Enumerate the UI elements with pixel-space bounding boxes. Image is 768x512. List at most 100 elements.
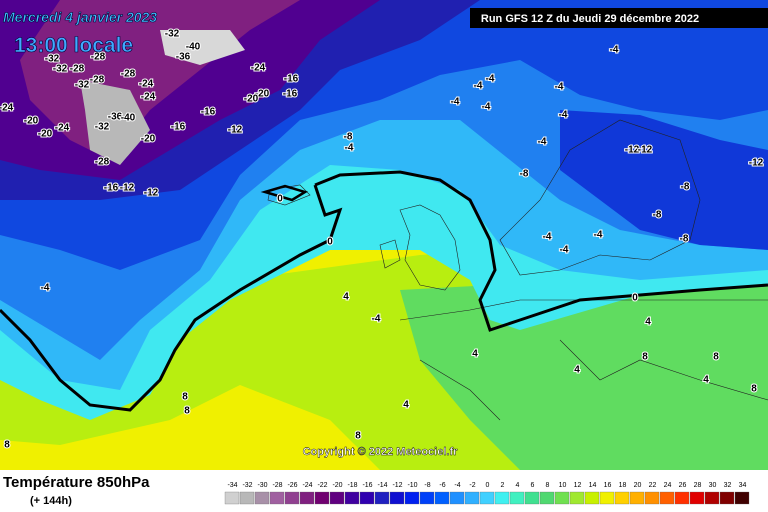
contour-label: -4 — [538, 137, 547, 148]
contour-label: -32 — [53, 64, 68, 75]
scale-swatch — [524, 491, 540, 505]
scale-tick-label: 24 — [664, 482, 672, 489]
scale-swatch — [359, 491, 375, 505]
contour-label: -40 — [186, 42, 201, 53]
contour-label: -8 — [653, 210, 662, 221]
scale-swatch — [224, 491, 240, 505]
contour-label: -40 — [121, 113, 136, 124]
contour-label: 0 — [632, 293, 638, 304]
coastlines — [267, 119, 768, 421]
color-scale: -34 -32 -30 -28 -26 -24 -22 -20 -18 -16 -14 -12 -10-… — [224, 482, 750, 505]
field-greenland-cold — [80, 80, 150, 165]
contour-label: 4 — [645, 317, 651, 328]
contour-label: -4 — [560, 245, 569, 256]
scale-tick-label: -24 — [302, 482, 312, 489]
contour-label: -24 — [139, 79, 154, 90]
scale-tick-label: 12 — [574, 482, 582, 489]
scale-swatch — [314, 491, 330, 505]
scale-tick-label: -34 — [227, 482, 237, 489]
scale-tick-label: -6 — [439, 482, 445, 489]
scale-swatch — [449, 491, 465, 505]
scale-swatch — [479, 491, 495, 505]
copyright: Copyright © 2022 Meteociel.fr — [303, 446, 459, 458]
contour-label: 8 — [355, 431, 361, 442]
contour-label: -4 — [345, 143, 354, 154]
contour-label: -12 — [625, 145, 640, 156]
contour-label: -20 — [255, 89, 270, 100]
scale-tick-label: 16 — [604, 482, 612, 489]
scale-swatch — [704, 491, 720, 505]
scale-swatch — [719, 491, 735, 505]
contour-label: -4 — [543, 232, 552, 243]
contour-label: -28 — [70, 64, 85, 75]
contour-label: -36 — [108, 112, 123, 123]
scale-tick-label: -32 — [242, 482, 252, 489]
coast-ireland — [379, 239, 401, 269]
coast-iceland — [267, 184, 311, 206]
contour-label: -12 — [638, 145, 653, 156]
scale-swatch — [599, 491, 615, 505]
scale-tick-label: -26 — [287, 482, 297, 489]
contour-label: -4 — [486, 74, 495, 85]
footer-lead: (+ 144h) — [30, 495, 72, 507]
contour-label: -16 — [201, 107, 216, 118]
scale-tick-label: -10 — [407, 482, 417, 489]
scale-swatch — [689, 491, 705, 505]
scale-tick-label: 34 — [739, 482, 747, 489]
contour-label: -4 — [594, 230, 603, 241]
scale-tick-label: -22 — [317, 482, 327, 489]
zero-isotherm-island — [260, 184, 309, 202]
zero-isotherm — [0, 170, 768, 412]
contour-label: -24 — [141, 92, 156, 103]
contour-labels: -32-40-36-32-32 -28-28-32 -28-28-24-24-24-… — [0, 28, 765, 452]
scale-swatch — [659, 491, 675, 505]
contour-label: -24 — [0, 103, 14, 114]
contour-label: -20 — [38, 129, 53, 140]
contour-label: 4 — [472, 349, 478, 360]
scale-swatch — [629, 491, 645, 505]
scale-swatch — [389, 491, 405, 505]
contour-label: 0 — [277, 194, 283, 205]
contour-label: 4 — [703, 375, 709, 386]
scale-swatch — [674, 491, 690, 505]
scale-tick-label: -14 — [377, 482, 387, 489]
scale-tick-label: 14 — [589, 482, 597, 489]
contour-label: -4 — [41, 283, 50, 294]
scale-swatch — [284, 491, 300, 505]
scale-swatch — [554, 491, 570, 505]
contour-label: 8 — [751, 384, 757, 395]
scale-swatch — [734, 491, 750, 505]
temperature-field — [0, 0, 768, 470]
contour-label: -32 — [95, 122, 110, 133]
scale-tick-label: 18 — [619, 482, 627, 489]
contour-label: -20 — [244, 94, 259, 105]
scale-swatch — [464, 491, 480, 505]
contour-label: -20 — [24, 116, 39, 127]
scale-swatch — [269, 491, 285, 505]
contour-label: -28 — [91, 52, 106, 63]
scale-swatch — [374, 491, 390, 505]
scale-swatch — [254, 491, 270, 505]
scale-swatch — [494, 491, 510, 505]
scale-swatch — [404, 491, 420, 505]
scale-tick-label: -18 — [347, 482, 357, 489]
contour-label: 4 — [343, 292, 349, 303]
contour-label: -24 — [55, 123, 70, 134]
scale-tick-label: 4 — [516, 482, 520, 489]
contour-label: -4 — [474, 81, 483, 92]
scale-swatch — [584, 491, 600, 505]
coast-scandinavia — [499, 119, 701, 276]
field-arctic-cold — [160, 30, 245, 65]
scale-tick-label: -2 — [469, 482, 475, 489]
contour-label: -8 — [680, 234, 689, 245]
scale-tick-label: -20 — [332, 482, 342, 489]
scale-tick-label: 32 — [724, 482, 732, 489]
contour-label: 8 — [642, 352, 648, 363]
coast-britain — [399, 204, 461, 291]
scale-tick-label: -12 — [392, 482, 402, 489]
scale-tick-label: -16 — [362, 482, 372, 489]
scale-tick-label: 6 — [531, 482, 535, 489]
contour-label: -28 — [95, 157, 110, 168]
contour-label: -4 — [559, 110, 568, 121]
